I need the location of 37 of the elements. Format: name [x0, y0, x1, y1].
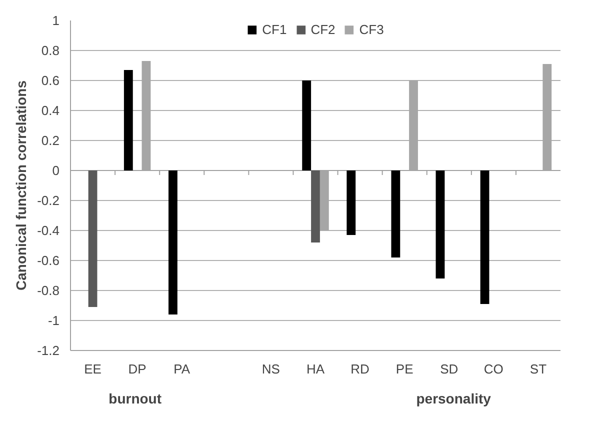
legend-label: CF3 — [359, 22, 384, 37]
bar — [480, 170, 490, 304]
bar — [436, 170, 445, 278]
x-tick-label: CO — [484, 362, 504, 376]
x-tick-label: EE — [84, 362, 102, 376]
bar — [311, 170, 320, 242]
y-tick-label: -0.6 — [37, 253, 60, 268]
text: personality — [416, 390, 492, 406]
legend-label: CF2 — [310, 22, 336, 37]
bar — [168, 170, 178, 314]
x-tick-label: ST — [530, 362, 547, 376]
x-tick-label: DP — [128, 362, 146, 376]
x-tick-label: SD — [440, 362, 458, 376]
y-tick-label: -0.2 — [37, 193, 60, 208]
x-tick-label: NS — [262, 362, 280, 376]
legend-label: CF1 — [262, 22, 287, 37]
x-tick-label: HA — [306, 362, 325, 376]
y-tick-label: 0.8 — [41, 43, 60, 58]
y-tick-label: 1 — [52, 13, 60, 28]
bar — [124, 70, 133, 170]
y-tick-label: 0.4 — [41, 103, 60, 118]
y-tick-label: -1 — [48, 313, 60, 328]
y-tick-label: -0.4 — [37, 223, 60, 238]
y-tick-label: 0 — [52, 163, 60, 178]
x-tick-label: RD — [350, 362, 370, 376]
bar — [88, 170, 98, 307]
text: burnout — [108, 390, 162, 406]
y-tick-label: 0.6 — [41, 73, 60, 88]
bar — [346, 170, 356, 235]
y-tick-label: -0.8 — [37, 283, 60, 298]
y-tick-label: 0.2 — [41, 133, 60, 148]
bar — [391, 170, 400, 258]
x-tick-label: PE — [396, 362, 414, 376]
x-tick-label: PA — [174, 362, 190, 376]
y-tick-label: -1.2 — [37, 343, 60, 358]
bar — [302, 80, 312, 170]
y-axis-title: Canonical function correlations — [13, 80, 30, 291]
